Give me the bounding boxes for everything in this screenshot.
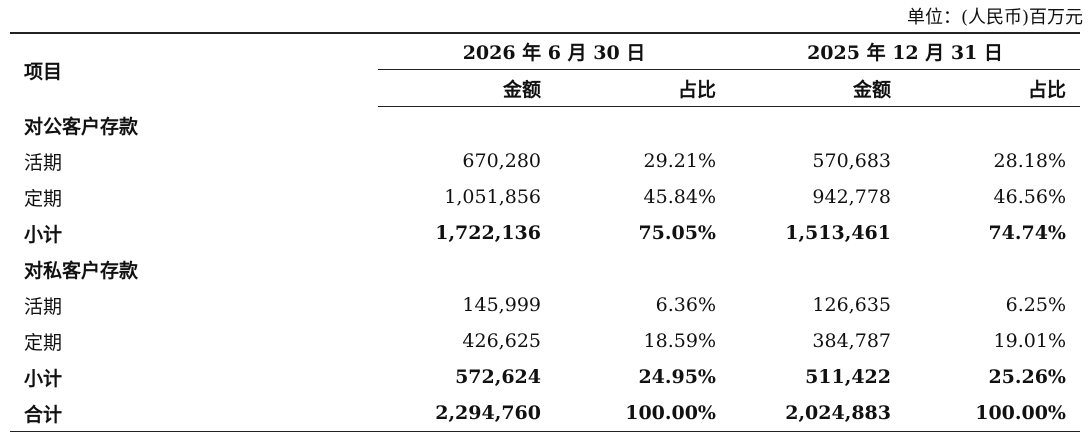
section-row: 对公客户存款 bbox=[10, 107, 1080, 144]
cell: 24.95% bbox=[638, 366, 716, 388]
cell: 572,624 bbox=[455, 366, 541, 388]
cell: 426,625 bbox=[462, 330, 541, 352]
row-label: 对私客户存款 bbox=[24, 259, 139, 282]
cell: 1,051,856 bbox=[444, 186, 541, 208]
table-body: 对公客户存款 活期 670,280 29.21% 570,683 28.18% 定期 1,05… bbox=[10, 107, 1080, 432]
row-label: 定期 bbox=[24, 331, 63, 354]
cell: 18.59% bbox=[643, 330, 716, 352]
cell: 29.21% bbox=[643, 150, 716, 172]
item-header: 项目 bbox=[10, 32, 378, 107]
cell: 2,024,883 bbox=[730, 395, 905, 432]
row-label: 活期 bbox=[24, 151, 63, 174]
table-row: 活期 670,280 29.21% 570,683 28.18% bbox=[10, 143, 1080, 179]
column-header: 金额 bbox=[378, 69, 555, 107]
deposit-table: 项目 2026 年 6 月 30 日 2025 年 12 月 31 日 金额 占… bbox=[10, 32, 1080, 432]
cell: 145,999 bbox=[462, 294, 541, 316]
cell: 670,280 bbox=[462, 150, 541, 172]
cell: 6.25% bbox=[1005, 294, 1066, 316]
row-label: 合计 bbox=[10, 395, 378, 432]
cell: 75.05% bbox=[638, 222, 716, 244]
table-row: 定期 426,625 18.59% 384,787 19.01% bbox=[10, 323, 1080, 359]
cell: 46.56% bbox=[993, 186, 1066, 208]
cell: 384,787 bbox=[812, 330, 891, 352]
row-label: 对公客户存款 bbox=[24, 115, 139, 138]
cell: 126,635 bbox=[812, 294, 891, 316]
cell: 100.00% bbox=[905, 395, 1080, 432]
cell: 100.00% bbox=[555, 395, 730, 432]
row-label: 活期 bbox=[24, 295, 63, 318]
period-header: 2025 年 12 月 31 日 bbox=[730, 32, 1080, 70]
cell: 19.01% bbox=[993, 330, 1066, 352]
table-row: 小计 572,624 24.95% 511,422 25.26% bbox=[10, 359, 1080, 395]
row-label: 小计 bbox=[24, 367, 63, 390]
cell: 1,722,136 bbox=[435, 222, 541, 244]
period-header: 2026 年 6 月 30 日 bbox=[378, 32, 730, 70]
table-row: 小计 1,722,136 75.05% 1,513,461 74.74% bbox=[10, 215, 1080, 251]
unit-label: 单位：(人民币)百万元 bbox=[906, 7, 1083, 28]
cell: 25.26% bbox=[988, 366, 1066, 388]
column-header: 占比 bbox=[555, 69, 730, 107]
cell: 6.36% bbox=[655, 294, 716, 316]
row-label: 定期 bbox=[24, 187, 63, 210]
cell: 942,778 bbox=[812, 186, 891, 208]
cell: 28.18% bbox=[993, 150, 1066, 172]
table-row: 定期 1,051,856 45.84% 942,778 46.56% bbox=[10, 179, 1080, 215]
table-row: 活期 145,999 6.36% 126,635 6.25% bbox=[10, 287, 1080, 323]
cell: 74.74% bbox=[988, 222, 1066, 244]
cell: 1,513,461 bbox=[785, 222, 891, 244]
cell: 570,683 bbox=[812, 150, 891, 172]
table-header: 项目 2026 年 6 月 30 日 2025 年 12 月 31 日 金额 占… bbox=[10, 32, 1080, 107]
column-header: 占比 bbox=[905, 69, 1080, 107]
section-row: 对私客户存款 bbox=[10, 251, 1080, 287]
cell: 2,294,760 bbox=[378, 395, 555, 432]
cell: 45.84% bbox=[643, 186, 716, 208]
cell: 511,422 bbox=[805, 366, 891, 388]
table-row: 合计 2,294,760 100.00% 2,024,883 100.00% bbox=[10, 395, 1080, 432]
row-label: 小计 bbox=[24, 223, 63, 246]
column-header: 金额 bbox=[730, 69, 905, 107]
